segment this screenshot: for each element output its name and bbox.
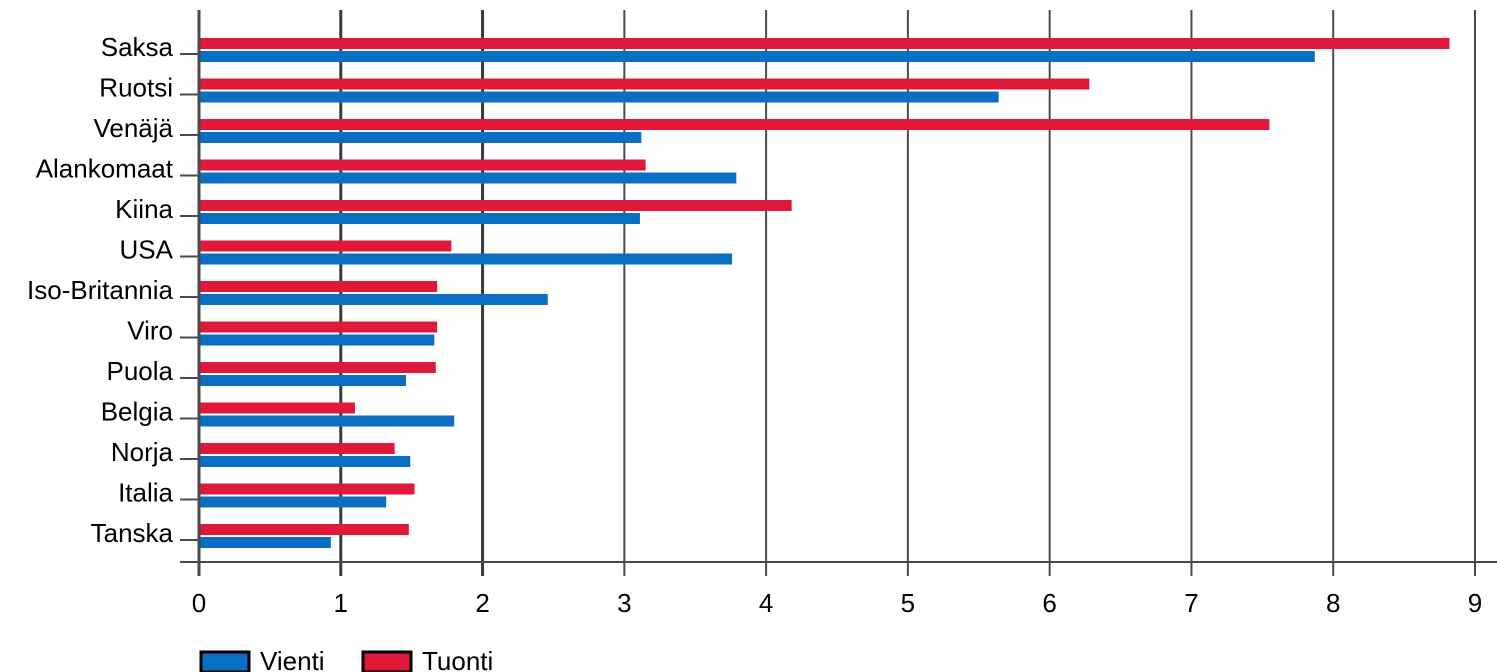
bar-tuonti-tanska [199,524,409,535]
category-label-venaja: Venäjä [93,113,173,143]
bar-series [199,38,1450,548]
bar-vienti-ruotsi [199,91,999,103]
bar-vienti-italia [199,496,387,508]
grid-lines [339,10,1476,576]
bar-tuonti-usa [199,240,452,252]
bar-tuonti-ruotsi [199,78,1090,90]
category-label-puola: Puola [107,356,174,386]
category-label-alankomaat: Alankomaat [36,154,174,184]
bar-vienti-alankomaat [199,172,737,184]
bar-tuonti-venaja [199,119,1270,130]
category-label-norja: Norja [111,437,174,467]
category-label-saksa: Saksa [101,32,174,62]
x-tick-label-1: 1 [334,588,348,618]
legend-label-tuonti: Tuonti [422,646,493,672]
bar-tuonti-belgia [199,402,355,414]
bar-tuonti-kiina [199,200,792,211]
category-label-iso-britannia: Iso-Britannia [27,275,173,305]
bar-tuonti-iso-britannia [199,281,438,292]
legend-label-vienti: Vienti [260,646,325,672]
bar-vienti-tanska [199,537,331,548]
x-tick-label-4: 4 [759,588,773,618]
legend-swatch-vienti [199,650,251,672]
axes [180,10,1497,576]
category-label-kiina: Kiina [115,194,173,224]
x-tick-label-5: 5 [901,588,915,618]
bar-tuonti-saksa [199,38,1450,49]
legend: Vienti Tuonti [199,646,493,672]
x-tick-label-6: 6 [1042,588,1056,618]
legend-swatch-tuonti [361,650,413,672]
bar-vienti-saksa [199,51,1315,62]
category-label-usa: USA [120,235,174,265]
y-axis-labels: Saksa Ruotsi Venäjä Alankomaat Kiina USA Iso-B… [27,32,174,548]
bar-tuonti-italia [199,483,415,495]
x-tick-label-7: 7 [1184,588,1198,618]
bar-tuonti-alankomaat [199,159,646,171]
x-tick-label-2: 2 [475,588,489,618]
x-tick-label-8: 8 [1326,588,1340,618]
category-label-italia: Italia [118,478,173,508]
bar-vienti-venaja [199,132,642,143]
bar-tuonti-norja [199,443,395,454]
bar-vienti-iso-britannia [199,294,548,305]
x-tick-label-0: 0 [192,588,206,618]
bar-vienti-belgia [199,415,455,427]
bar-tuonti-viro [199,321,438,333]
bar-vienti-puola [199,375,406,386]
category-label-belgia: Belgia [101,397,174,427]
x-tick-label-3: 3 [617,588,631,618]
x-axis-labels: 0 1 2 3 4 5 6 7 8 9 [192,588,1482,618]
category-label-viro: Viro [127,316,173,346]
bar-vienti-viro [199,334,435,346]
bar-vienti-kiina [199,213,640,224]
x-tick-label-9: 9 [1468,588,1482,618]
category-label-ruotsi: Ruotsi [99,73,173,103]
category-label-tanska: Tanska [91,518,174,548]
bar-vienti-norja [199,456,411,467]
bar-vienti-usa [199,253,733,265]
legend-item-tuonti: Tuonti [361,646,493,672]
legend-item-vienti: Vienti [199,646,325,672]
bar-tuonti-puola [199,362,436,373]
